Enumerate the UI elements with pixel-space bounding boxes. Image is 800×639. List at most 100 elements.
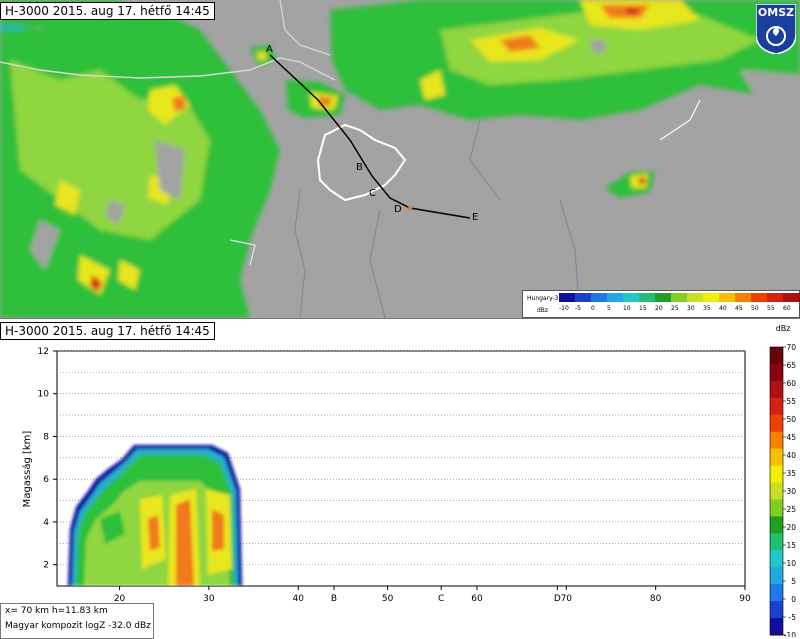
y-tick-label: 4 [43,518,49,528]
radar-map-canvas [0,0,800,318]
colorbar-unit: dBz [776,324,791,333]
colorbar-label: 30 [786,487,796,496]
route-point-label: D [554,594,561,604]
legend-ticks: -10-50510152025303540455055606570 [559,305,800,312]
legend-tick-label: 10 [623,305,631,312]
colorbar-label: 15 [786,541,796,550]
colorbar-swatch [770,499,783,517]
colorbar-swatch [770,380,783,399]
legend-swatch [751,293,767,302]
legend-swatch [655,293,671,302]
legend-tick-label: 35 [703,305,711,312]
legend-title: Hungary-3D [527,295,564,302]
colorbar-label: 60 [786,379,796,388]
y-tick-label: 10 [38,390,50,400]
y-tick-label: 2 [43,561,49,571]
colorbar-swatch [770,516,783,534]
legend-swatch [735,293,751,302]
route-point-b: B [356,162,363,173]
colorbar-swatch [770,550,783,568]
colorbar-label: 65 [786,361,796,370]
route-point-label: B [331,594,337,604]
legend-tick-label: 60 [783,305,791,312]
y-tick-label: 6 [43,475,49,485]
colorbar-label: 45 [786,433,796,442]
y-axis: 2 4 6 8 10 12 [38,347,57,571]
colorbar-swatch [770,448,783,467]
logo-text: OMSZ [757,6,795,19]
legend-swatch [719,293,735,302]
legend-swatch [671,293,687,302]
x-tick-label: 30 [203,594,215,604]
colorbar-swatch [770,465,783,484]
legend-swatch [607,293,623,302]
colorbar-swatch [770,618,783,636]
x-tick-label: 70 [561,594,573,604]
reflectivity-echo [68,445,242,586]
colorbar-label: 10 [786,559,796,568]
map-borders [0,0,701,318]
readout-value: Magyar kompozit logZ -32.0 dBz [5,621,151,631]
colorbar-swatch [770,533,783,551]
route-point-a: A [266,44,273,55]
cross-section-route [269,54,471,219]
colorbar-swatch [770,397,783,416]
colorbar-swatch [770,347,783,365]
legend-swatch [559,293,575,302]
colorbar-label: 35 [786,469,796,478]
route-point-d: D [394,204,402,215]
section-timestamp: H-3000 2015. aug 17. hétfő 14:45 [0,322,215,340]
radar-echo-layer [0,0,800,318]
colorbar-label: 0 [791,595,796,604]
route-point-label: C [438,594,444,604]
legend-tick-label: 50 [751,305,759,312]
panel-divider [0,318,800,319]
colorbar-swatch [770,567,783,585]
x-tick-label: 40 [293,594,305,604]
colorbar-swatch [770,601,783,619]
legend-swatch [591,293,607,302]
legend-swatch [623,293,639,302]
colorbar-label: 20 [786,523,796,532]
colorbar-label: 55 [786,397,796,406]
legend-swatch [575,293,591,302]
legend-unit: dBz [537,307,549,314]
route-point-markers: B C D [331,586,561,604]
omsz-spiral-icon [766,26,786,46]
colorbar-label: 50 [786,415,796,424]
legend-tick-label: 40 [719,305,727,312]
cursor-readout: x= 70 km h=11.83 km Magyar kompozit logZ… [0,603,154,639]
legend-tick-label: 0 [591,305,595,312]
legend-tick-label: 5 [607,305,611,312]
legend-tick-label: 45 [735,305,743,312]
map-timestamp: H-3000 2015. aug 17. hétfő 14:45 [0,2,215,20]
x-axis: 20 30 40 50 60 70 80 90 [114,586,751,604]
colorbar-swatch [770,584,783,602]
radar-map[interactable]: A B C D E H-3000 2015. aug 17. hétfő 14:… [0,0,800,318]
x-tick-label: 20 [114,594,126,604]
map-legend: Hungary-3D dBz -10 -5 0 5 10 15 20 25 30 35 40 45 50… [522,290,800,318]
colorbar-label: 25 [786,505,796,514]
omsz-logo: OMSZ [755,3,797,55]
legend-swatch [767,293,783,302]
legend-tick-label: -5 [575,305,581,312]
colorbar-label: 5 [791,577,796,586]
legend-swatches [559,293,800,302]
x-tick-label: 80 [650,594,662,604]
legend-swatch [783,293,799,302]
legend-tick-label: 30 [687,305,695,312]
colorbar-label: -10 [784,631,796,637]
legend-tick-label: 25 [671,305,679,312]
x-tick-label: 60 [471,594,483,604]
legend-tick-label: -10 [559,305,569,312]
legend-swatch [703,293,719,302]
colorbar-label: 40 [786,451,796,460]
x-tick-label: 50 [382,594,394,604]
readout-position: x= 70 km h=11.83 km [5,606,108,616]
legend-swatch [687,293,703,302]
legend-tick-label: 15 [639,305,647,312]
route-point-c: C [369,188,376,199]
